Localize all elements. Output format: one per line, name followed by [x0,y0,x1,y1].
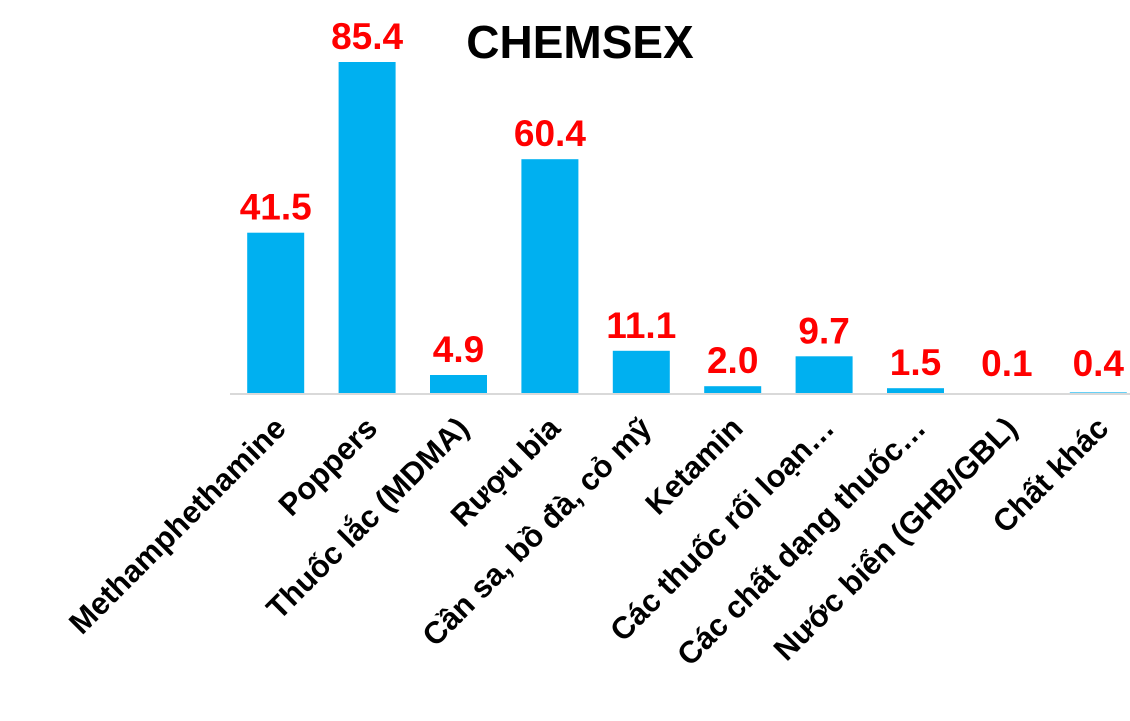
bar [521,159,579,394]
data-label: 60.4 [514,113,586,154]
data-label: 1.5 [890,342,941,383]
bar [795,356,853,394]
bar [247,232,305,394]
bar [612,350,670,394]
bars-group [247,62,1127,394]
data-label: 9.7 [798,310,849,351]
chart-title: CHEMSEX [466,16,694,68]
data-label: 0.1 [981,343,1032,384]
value-labels-group: 41.5 85.4 4.9 60.4 11.1 2.0 9.7 1.5 0.1 0.4 [240,16,1125,384]
data-label: 4.9 [433,329,484,370]
data-label: 0.4 [1073,343,1125,384]
bar [430,375,487,394]
bar [887,388,944,394]
data-label: 11.1 [606,305,676,346]
bar [338,62,396,394]
category-label: Methamphethamine [62,410,293,641]
bar [704,386,762,394]
data-label: 41.5 [240,187,312,228]
data-label: 2.0 [707,340,758,381]
data-label: 85.4 [331,16,403,57]
